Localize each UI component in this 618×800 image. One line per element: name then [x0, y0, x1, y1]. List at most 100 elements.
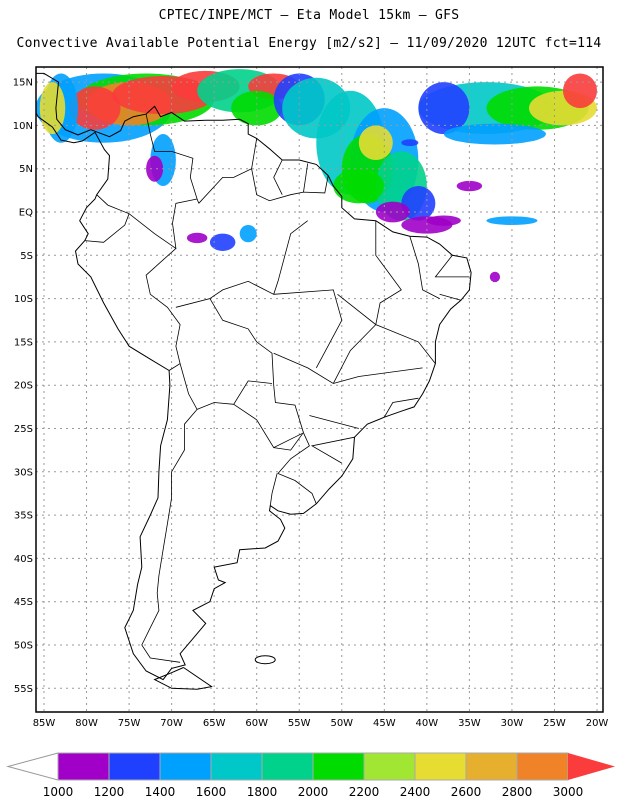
map-frame [35, 66, 604, 713]
latitude-label: 50S [14, 641, 33, 652]
colorbar-swatch [465, 752, 518, 781]
border-line [233, 403, 304, 449]
cape-area [39, 82, 66, 135]
cape-area [358, 125, 393, 161]
cape-area [69, 86, 121, 130]
border-line [96, 194, 198, 250]
border-line [209, 220, 308, 299]
falkland-islands [254, 655, 276, 665]
longitude-label: 55W [288, 718, 311, 729]
colorbar-label: 1000 [43, 785, 74, 799]
latitude-label: 35S [14, 511, 33, 522]
colorbar-low-arrow [6, 752, 59, 781]
longitude-label: 25W [543, 718, 566, 729]
border-line [145, 114, 200, 204]
colorbar-swatch [516, 752, 569, 781]
border-line [273, 433, 303, 451]
border-line [141, 409, 198, 663]
colorbar-swatch [57, 752, 110, 781]
longitude-label: 45W [373, 718, 396, 729]
border-line [179, 363, 273, 410]
longitude-labels: 85W 80W 75W 70W 65W 60W 55W 50W 45W 40W 35W 30W 25W 2… [33, 718, 609, 729]
longitude-label: 70W [160, 718, 183, 729]
longitude-label: 85W [33, 718, 56, 729]
latitude-label: 40S [14, 554, 33, 565]
border-line [337, 293, 436, 364]
border-line [434, 255, 470, 278]
colorbar-swatch [159, 752, 212, 781]
latitude-label: 55S [14, 684, 33, 695]
cape-area [456, 180, 483, 192]
south-america-coastline [36, 105, 472, 681]
longitude-label: 75W [118, 718, 141, 729]
latitude-label: 5N [19, 164, 33, 175]
latitude-label: 20S [14, 381, 33, 392]
colorbar-label: 1200 [94, 785, 125, 799]
longitude-label: 80W [75, 718, 98, 729]
latitude-labels: 15N 10N 5N EQ 5S 10S 15S 20S 25S 30S 35S 40S 45S 50S 5… [13, 78, 33, 695]
border-line [332, 324, 377, 384]
border-line [309, 415, 359, 429]
border-line [273, 289, 343, 369]
colorbar-swatch [414, 752, 467, 781]
tierra-del-fuego-coastline [153, 667, 213, 690]
latitude-label: 15N [13, 78, 33, 89]
border-line [269, 473, 278, 506]
colorbar-swatch [261, 752, 314, 781]
cape-area [375, 201, 410, 223]
border-line [303, 163, 309, 193]
coastlines-borders [36, 72, 472, 690]
longitude-label: 65W [203, 718, 226, 729]
longitude-label: 40W [416, 718, 439, 729]
cape-area [231, 90, 283, 126]
chart-title: CPTEC/INPE/MCT – Eta Model 15km – GFS [158, 8, 460, 23]
border-line [251, 168, 329, 202]
latitude-label: EQ [19, 208, 33, 219]
cape-area [186, 232, 208, 244]
border-line [383, 397, 419, 418]
cape-area [146, 155, 164, 182]
border-line [273, 159, 283, 195]
latitude-label: 45S [14, 597, 33, 608]
cape-area [418, 82, 470, 135]
colorbar-swatch [108, 752, 161, 781]
border-line [84, 213, 130, 243]
longitude-label: 35W [458, 718, 481, 729]
colorbar-label: 2200 [349, 785, 380, 799]
colorbar-swatch [210, 752, 263, 781]
cape-area [443, 123, 546, 145]
border-line [175, 298, 317, 504]
graticule [36, 67, 603, 712]
colorbar-label: 1400 [145, 785, 176, 799]
colorbar-label: 1800 [247, 785, 278, 799]
cape-area [489, 271, 501, 283]
border-line [409, 236, 440, 299]
colorbar: 1000 1200 1400 1600 1800 2000 2200 2400 2600 2800… [6, 752, 615, 799]
colorbar-label: 1600 [196, 785, 227, 799]
chart-subtitle: Convective Available Potential Energy [m… [16, 36, 602, 51]
colorbar-label: 3000 [553, 785, 584, 799]
border-line [439, 293, 462, 301]
latitude-label: 25S [14, 424, 33, 435]
colorbar-label: 2600 [451, 785, 482, 799]
colorbar-label: 2000 [298, 785, 329, 799]
colorbar-label: 2400 [400, 785, 431, 799]
latitude-label: 15S [14, 337, 33, 348]
latitude-label: 30S [14, 467, 33, 478]
central-america-coastline [36, 72, 91, 136]
latitude-label: 5S [20, 251, 33, 262]
border-line [198, 138, 258, 204]
colorbar-label: 2800 [502, 785, 533, 799]
cape-area [333, 168, 385, 204]
longitude-label: 20W [586, 718, 609, 729]
colorbar-swatch [363, 752, 416, 781]
colorbar-swatch [312, 752, 365, 781]
longitude-label: 50W [330, 718, 353, 729]
latitude-label: 10N [13, 121, 33, 132]
latitude-label: 10S [14, 294, 33, 305]
border-line [145, 248, 181, 371]
border-line [310, 436, 355, 464]
longitude-label: 30W [501, 718, 524, 729]
border-line [273, 352, 423, 384]
